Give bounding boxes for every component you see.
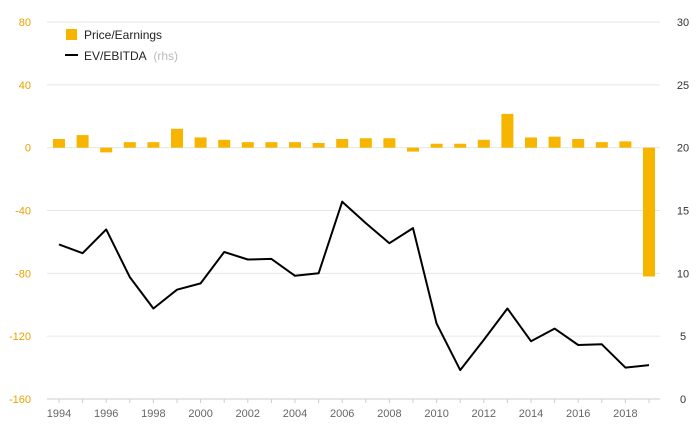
right-tick-label: 20 [677,143,689,155]
price-earnings-bars [53,113,655,277]
x-tick-label: 1994 [47,408,71,420]
x-tick-label: 1996 [94,408,118,420]
bar-price-earnings [595,142,608,148]
left-tick-label: 80 [19,17,31,29]
ev-ebitda-line-group [58,200,650,372]
bar-price-earnings [241,142,254,148]
x-tick-label: 2008 [377,408,401,420]
x-tick-label: 2006 [330,408,354,420]
x-tick-label: 2010 [424,408,448,420]
bar-price-earnings [265,142,278,148]
bar-price-earnings [312,142,325,148]
ev-ebitda-line [58,200,650,372]
bar-price-earnings [383,138,396,148]
legend-label-price-earnings: Price/Earnings [84,28,162,42]
x-tick-label: 2000 [188,408,212,420]
x-tick-label: 2018 [613,408,637,420]
right-tick-label: 10 [677,268,689,280]
x-tick-label: 2014 [519,408,543,420]
bar-price-earnings [430,143,443,148]
left-tick-label: 40 [19,80,31,92]
gridlines [47,21,660,400]
bar-price-earnings [572,139,585,148]
bar-price-earnings [123,142,136,148]
left-tick-label: -80 [15,268,31,280]
left-tick-label: -40 [15,206,31,218]
bar-price-earnings [501,113,514,148]
left-axis: 80 40 0 -40 -80 -120 -160 [9,17,31,406]
bar-price-earnings [477,139,490,148]
left-tick-label: 0 [25,143,31,155]
x-tick-label: 2002 [236,408,260,420]
bar-price-earnings [407,147,419,152]
legend-rhs-note: (rhs) [153,49,178,63]
x-axis: 1994 1996 1998 2000 2002 2004 2006 2008 2010 2012… [47,398,660,420]
bar-price-earnings [359,138,372,148]
bar-price-earnings [218,139,231,148]
left-tick-label: -120 [9,331,31,343]
right-tick-label: 30 [677,17,689,29]
left-tick-label: -160 [9,394,31,406]
bar-price-earnings [548,136,561,148]
bar-price-earnings [525,137,537,148]
x-tick-label: 2016 [566,408,590,420]
x-tick-label: 2004 [283,408,307,420]
bar-price-earnings [147,142,160,148]
legend-swatch-price-earnings [66,29,77,40]
bar-price-earnings [619,141,632,148]
right-tick-label: 0 [680,394,686,406]
bar-price-earnings [171,128,183,148]
bar-price-earnings [454,143,467,148]
svg-text:EV/EBITDA (rhs): EV/EBITDA (rhs) [84,49,178,63]
bar-price-earnings [76,135,89,148]
right-tick-label: 25 [677,80,689,92]
right-tick-label: 5 [680,331,686,343]
bar-price-earnings [53,139,65,148]
bar-price-earnings [100,147,113,153]
legend: Price/Earnings EV/EBITDA (rhs) [65,28,178,63]
x-tick-label: 2012 [472,408,496,420]
right-tick-label: 15 [677,206,689,218]
bar-price-earnings [336,139,349,148]
bar-price-earnings [289,142,301,148]
bar-price-earnings [643,147,655,277]
right-axis: 30 25 20 15 10 5 0 [677,17,689,406]
bar-price-earnings [194,137,207,148]
x-tick-label: 1998 [141,408,165,420]
legend-label-ev-ebitda: EV/EBITDA [84,49,147,63]
